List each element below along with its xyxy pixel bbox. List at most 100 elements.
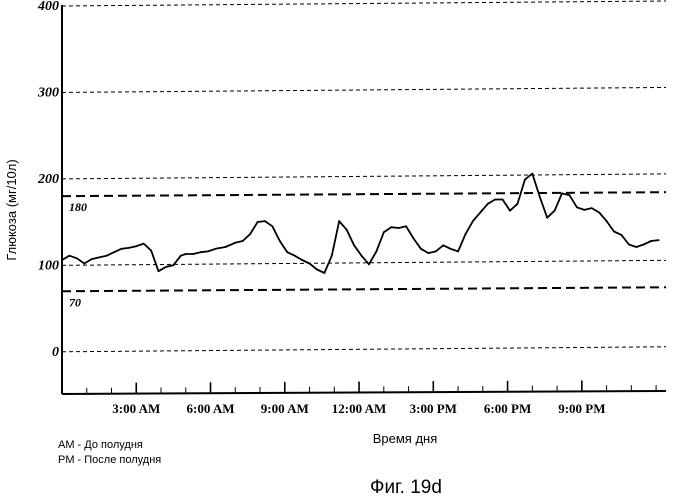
threshold-line-180 [62,192,666,196]
x-axis-label: Время дня [330,431,480,446]
x-tick-label-21: 9:00 PM [558,401,605,416]
glucose-data-point [509,210,511,212]
threshold-lines [62,192,666,291]
glucose-data-point [257,221,259,223]
glucose-data-point [165,266,167,268]
glucose-data-point [353,244,355,246]
glucose-data-point [517,203,519,205]
y-tick-label-200: 200 [37,172,59,187]
glucose-data-point [546,217,548,219]
glucose-data-point [76,257,78,259]
glucose-data-point [242,240,244,242]
glucose-data-point [249,233,251,235]
glucose-data-point [200,251,202,253]
y-tick-label-300: 300 [37,85,59,100]
glucose-data-point [286,251,288,253]
glucose-data-point [413,238,415,240]
y-axis-label: Глюкоза (мг/10л) [4,159,19,260]
threshold-label-180: 180 [69,200,87,214]
glucose-data-point [180,255,182,257]
threshold-label-70: 70 [69,295,81,309]
glucose-series-line [62,174,659,273]
x-tick-label-18: 6:00 PM [484,401,531,416]
glucose-data-point [294,255,296,257]
glucose-data-point [301,259,303,261]
glucose-data-point [234,242,236,244]
y-tick-label-400: 400 [37,0,59,14]
glucose-data-point [368,263,370,265]
glucose-data-point [539,196,541,198]
glucose-data-point [591,207,593,209]
glucose-data-point [135,245,137,247]
glucose-data-point [158,270,160,272]
glucose-data-point [61,259,63,261]
glucose-data-point [502,199,504,201]
glucose-data-point [390,226,392,228]
gridlines [62,1,666,352]
glucose-data-point [606,220,608,222]
glucose-data-point [650,240,652,242]
glucose-data-point [121,248,123,250]
glucose-data-point [331,255,333,257]
glucose-data-point [324,272,326,274]
gridline-400 [62,1,666,6]
glucose-data-point [225,246,227,248]
glucose-data-point [428,252,430,254]
glucose-data-point [316,269,318,271]
glucose-data-point [192,253,194,255]
glucose-data-point [487,203,489,205]
glucose-data-point [113,251,115,253]
glucose-data-point [173,264,175,266]
glucose-data-point [207,251,209,253]
threshold-line-70 [62,287,666,291]
gridline-200 [62,174,666,179]
glucose-data-point [398,227,400,229]
glucose-data-point [658,239,660,241]
glucose-data-point [442,244,444,246]
glucose-data-point [635,246,637,248]
glucose-data-point [420,248,422,250]
x-tick-label-6: 6:00 AM [187,401,235,416]
glucose-data-point [583,209,585,211]
glucose-data-point [346,229,348,231]
figure-caption: Фиг. 19d [370,477,442,499]
glucose-data-point [279,240,281,242]
gridline-300 [62,87,666,92]
glucose-data-point [376,251,378,253]
glucose-data-point [576,206,578,208]
series-layer [61,173,659,274]
glucose-data-point [613,231,615,233]
glucose-data-point [457,251,459,253]
glucose-data-point [272,225,274,227]
axes [62,5,666,394]
glucose-data-point [383,231,385,233]
gridline-0 [62,347,666,352]
glucose-data-point [185,253,187,255]
legend-line-pm: PM - После полудня [58,453,161,468]
y-tick-label-0: 0 [52,345,59,360]
x-axis [62,391,666,394]
glucose-data-point [643,244,645,246]
glucose-data-point [524,179,526,181]
glucose-data-point [405,225,407,227]
glucose-data-point [569,194,571,196]
glucose-data-point [621,234,623,236]
glucose-data-point [598,212,600,214]
glucose-data-point [531,173,533,175]
glucose-data-point [479,212,481,214]
glucose-data-point [98,257,100,259]
glucose-data-point [150,250,152,252]
legend-line-am: AM - До полудня [58,438,161,453]
glucose-data-point [143,243,145,245]
glucose-data-point [472,220,474,222]
glucose-data-point [309,263,311,265]
x-tick-label-12: 12:00 AM [332,401,387,416]
abbreviation-legend: AM - До полудня PM - После полудня [58,438,161,468]
glucose-data-point [465,233,467,235]
x-tick-label-15: 3:00 PM [410,401,457,416]
glucose-data-point [106,255,108,257]
glucose-data-point [628,244,630,246]
glucose-data-point [128,247,130,249]
glucose-data-point [215,248,217,250]
